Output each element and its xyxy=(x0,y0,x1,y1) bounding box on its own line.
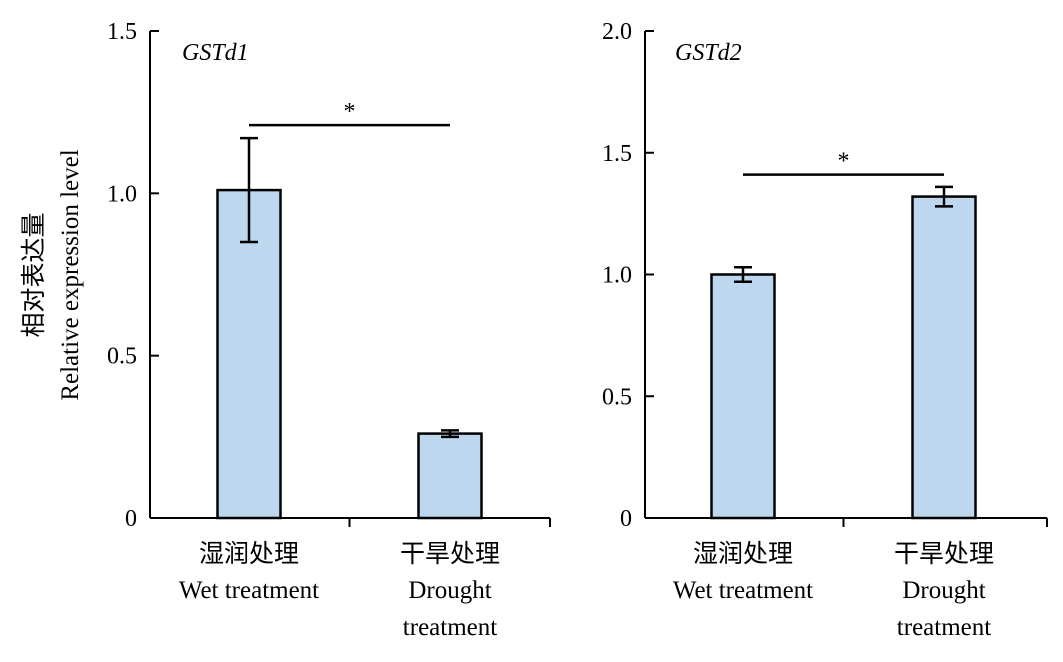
error-bar xyxy=(935,185,953,208)
error-bar xyxy=(240,136,258,244)
bar xyxy=(710,273,776,520)
category-label-en: treatment xyxy=(403,614,497,641)
y-tick-label: 1.5 xyxy=(602,141,632,167)
y-tick-label: 1.5 xyxy=(107,19,137,45)
y-tick-label: 0.5 xyxy=(602,384,632,410)
bar xyxy=(216,188,282,520)
y-tick-label: 1.0 xyxy=(107,181,137,207)
category-label-en: treatment xyxy=(897,614,991,641)
category-label-cn: 干旱处理 xyxy=(400,540,500,568)
category-label-cn: 湿润处理 xyxy=(693,540,793,568)
category-label-cn: 干旱处理 xyxy=(894,540,994,568)
category-label-en: Wet treatment xyxy=(179,577,319,604)
y-axis-label-cn: 相对表达量 xyxy=(20,212,48,337)
y-tick-label: 0 xyxy=(620,506,632,532)
category-label-en: Wet treatment xyxy=(673,577,813,604)
y-tick-label: 2.0 xyxy=(602,19,632,45)
y-tick-label: 0.5 xyxy=(107,344,137,370)
y-tick-label: 0 xyxy=(125,506,137,532)
y-axis-label: 相对表达量 Relative expression level xyxy=(20,149,84,400)
significance-label: * xyxy=(344,99,356,125)
error-bar xyxy=(441,429,459,439)
y-tick-label: 1.0 xyxy=(602,263,632,289)
bar xyxy=(417,432,483,520)
y-axis-label-en: Relative expression level xyxy=(57,149,84,400)
category-label-en: Drought xyxy=(408,577,491,604)
chart-title: GSTd1 xyxy=(182,40,249,66)
chart-panel-gstd2: GSTd2 0 0.5 1.0 1.5 2.0 湿润处理 Wet treatment 干旱处理 D… xyxy=(602,19,1048,641)
category-label-en: Drought xyxy=(902,577,985,604)
chart-title: GSTd2 xyxy=(675,40,742,66)
bar xyxy=(911,195,977,520)
error-bar xyxy=(734,265,752,284)
significance-label: * xyxy=(838,149,850,175)
chart-panel-gstd1: GSTd1 0 0.5 1.0 1.5 湿润处理 Wet treatment 干旱处理 Drou… xyxy=(107,19,551,641)
category-label-cn: 湿润处理 xyxy=(199,540,299,568)
